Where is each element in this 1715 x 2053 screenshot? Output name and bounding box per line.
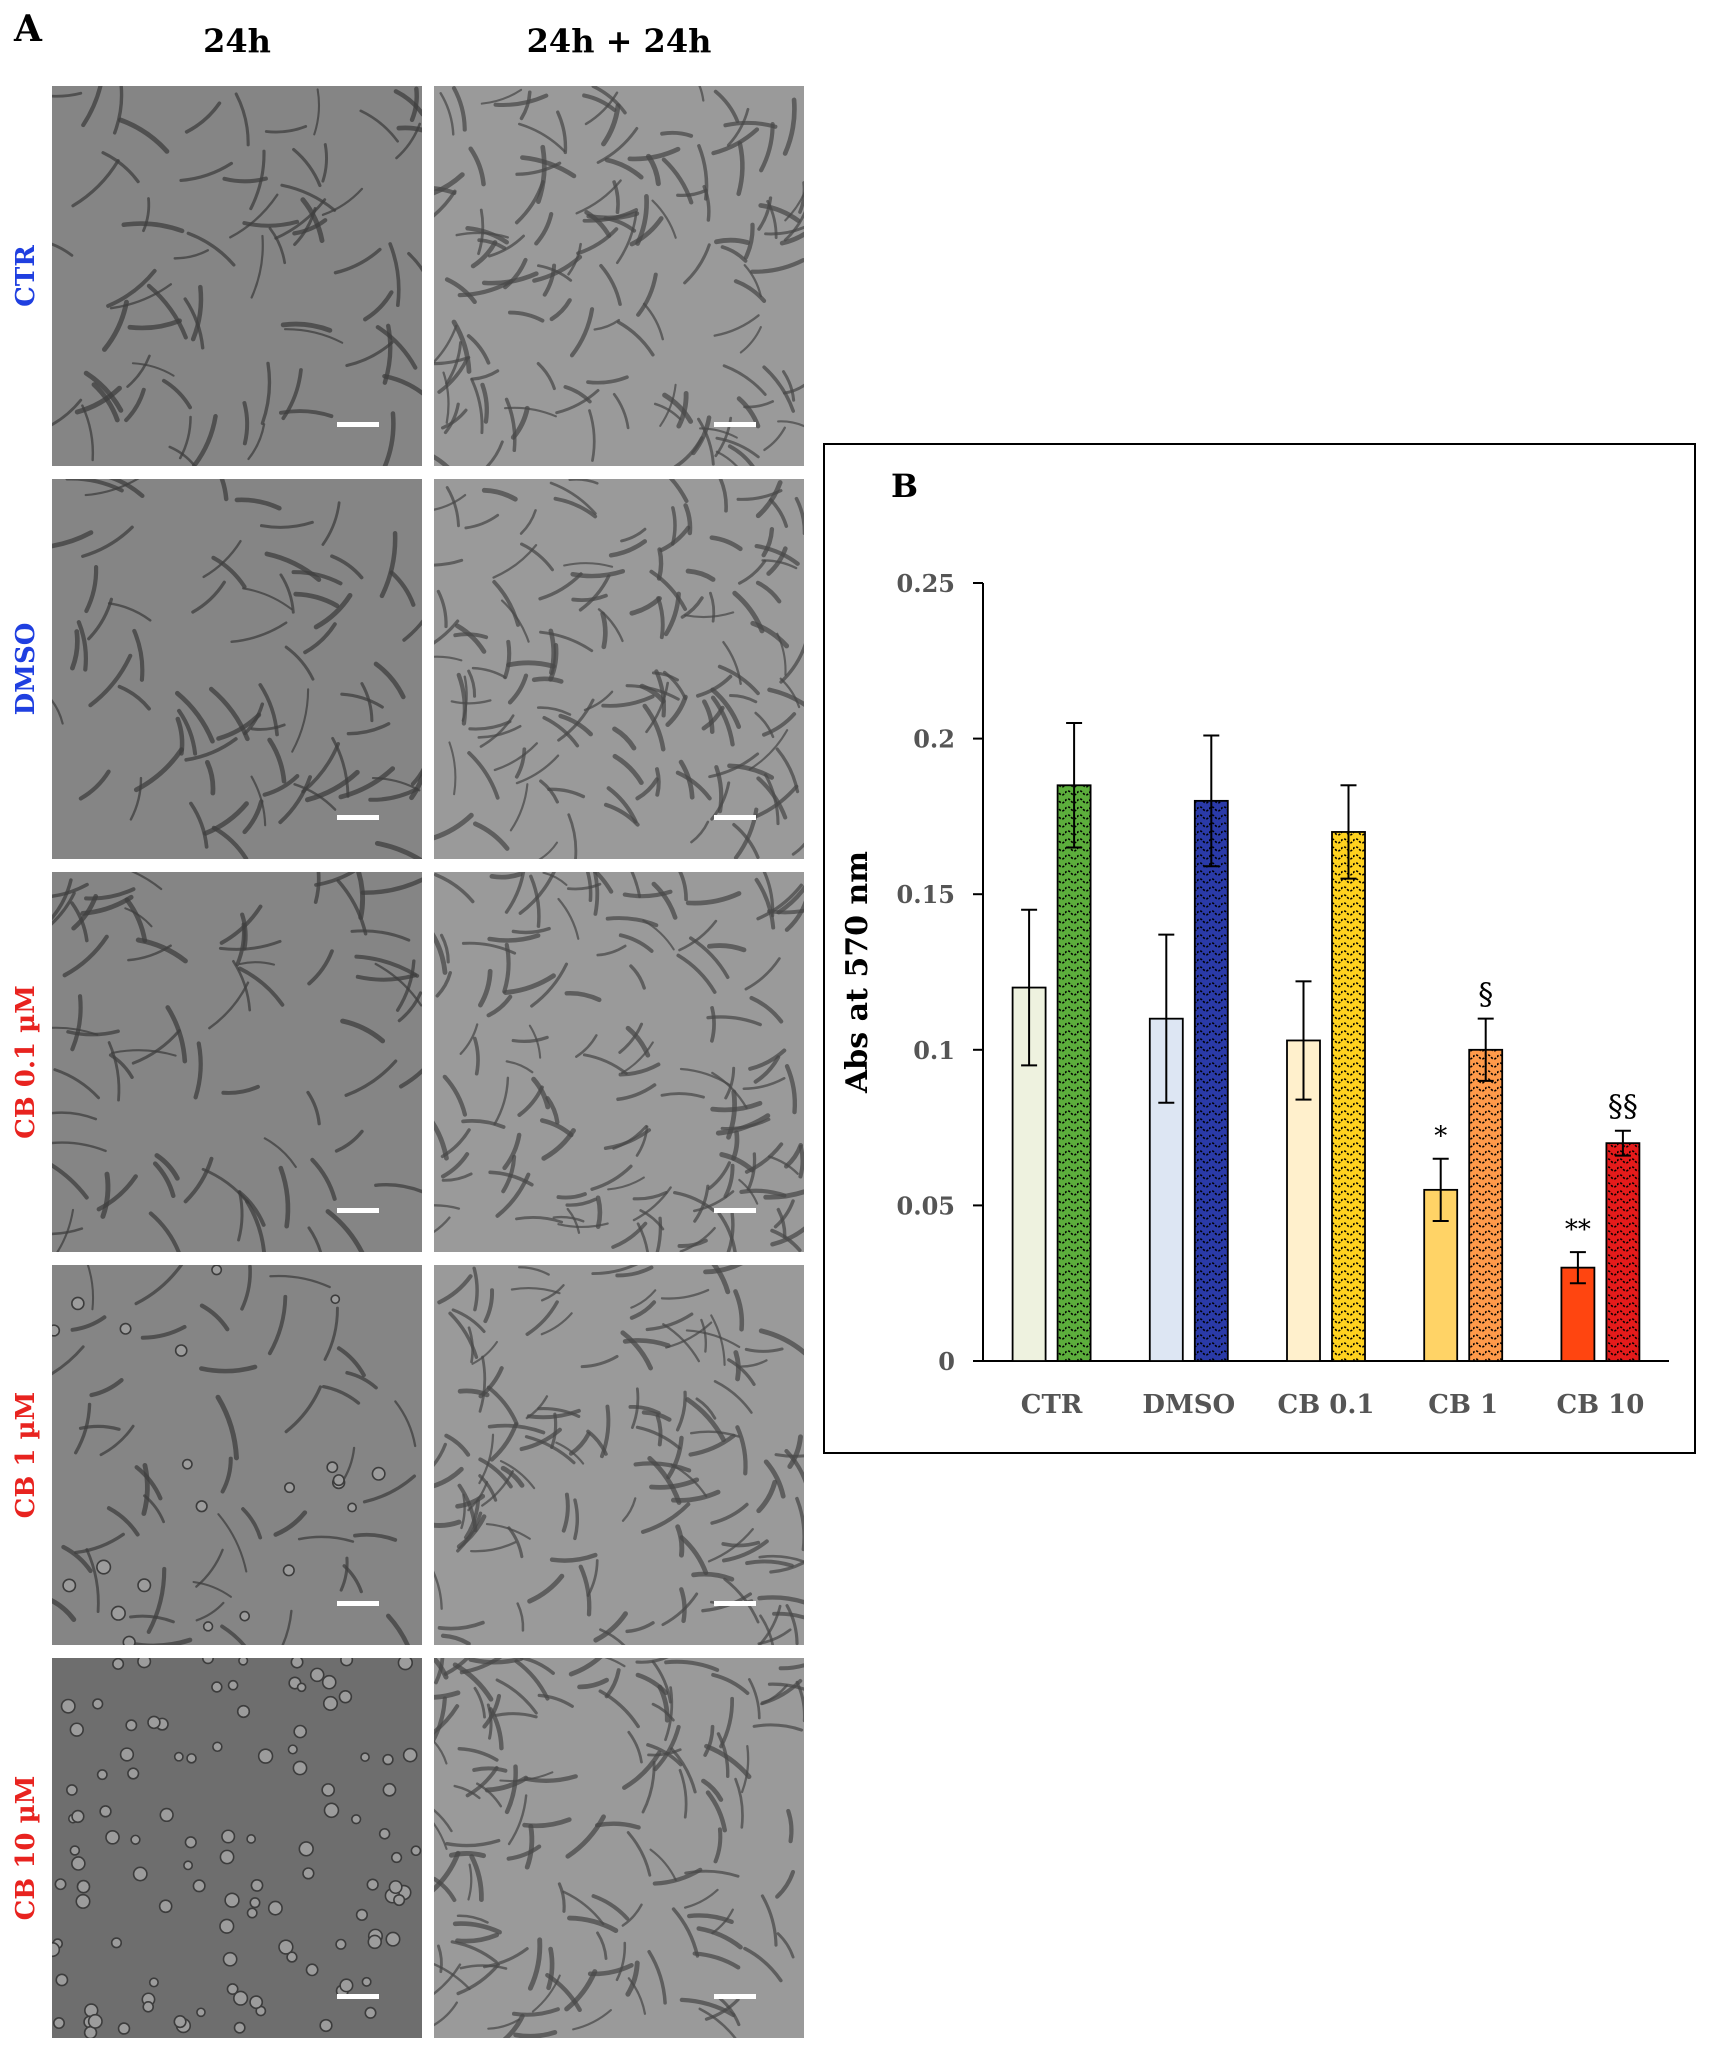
micrograph-row2-col0 — [52, 872, 422, 1252]
x-tick-label-3: CB 1 — [1428, 1390, 1498, 1420]
y-tick-label-4: 0.2 — [913, 725, 955, 754]
annotation-s1-4: §§ — [1608, 1090, 1638, 1125]
y-tick-label-2: 0.1 — [913, 1036, 955, 1065]
row-label-0: CTR — [11, 245, 41, 307]
micrograph-row1-col0 — [52, 479, 422, 859]
y-tick-label-3: 0.15 — [897, 880, 955, 909]
micrograph-row0-col1 — [434, 86, 804, 466]
x-tick-label-4: CB 10 — [1556, 1390, 1644, 1420]
annotation-s0-4: ** — [1565, 1215, 1591, 1245]
column-header-24h-plus-24h: 24h + 24h — [526, 22, 712, 60]
annotation-s1-3: § — [1478, 978, 1493, 1013]
micrograph-row4-col0 — [52, 1658, 422, 2038]
micrograph-row3-col0 — [52, 1265, 422, 1645]
micrograph-row0-col0 — [52, 86, 422, 466]
panel-a-letter: A — [14, 8, 42, 50]
micrograph-row2-col1 — [434, 872, 804, 1252]
y-axis-label: Abs at 570 nm — [840, 851, 875, 1094]
y-tick-label-5: 0.25 — [897, 569, 955, 598]
row-label-3: CB 1 µM — [11, 1391, 41, 1519]
chart-frame: B 0 0.05 0.1 0.15 0.2 0.25 Abs at 570 nm CTR DMS… — [823, 443, 1696, 1454]
bar-s0-1 — [1148, 1017, 1184, 1362]
bar-pattern-s1-1 — [1194, 800, 1228, 1361]
y-tick-label-0: 0 — [938, 1347, 955, 1376]
micrograph-row4-col1 — [434, 1658, 804, 2038]
column-header-24h: 24h — [203, 22, 271, 60]
x-tick-label-0: CTR — [1021, 1390, 1083, 1420]
row-label-4: CB 10 µM — [11, 1775, 41, 1921]
annotation-s0-3: * — [1434, 1122, 1447, 1152]
bar-pattern-s1-4 — [1606, 1143, 1640, 1361]
x-tick-label-2: CB 0.1 — [1278, 1390, 1375, 1420]
bar-pattern-s1-3 — [1469, 1049, 1503, 1361]
micrograph-row3-col1 — [434, 1265, 804, 1645]
bar-pattern-s1-2 — [1332, 831, 1365, 1361]
row-label-2: CB 0.1 µM — [11, 985, 41, 1139]
bar-chart: B 0 0.05 0.1 0.15 0.2 0.25 Abs at 570 nm CTR DMS… — [840, 467, 1669, 1420]
panel-b-letter: B — [891, 467, 918, 505]
bar-pattern-s1-0 — [1057, 785, 1091, 1361]
x-tick-label-1: DMSO — [1142, 1390, 1235, 1420]
micrograph-row1-col1 — [434, 479, 804, 859]
y-tick-label-1: 0.05 — [897, 1191, 955, 1220]
row-label-1: DMSO — [11, 622, 41, 716]
